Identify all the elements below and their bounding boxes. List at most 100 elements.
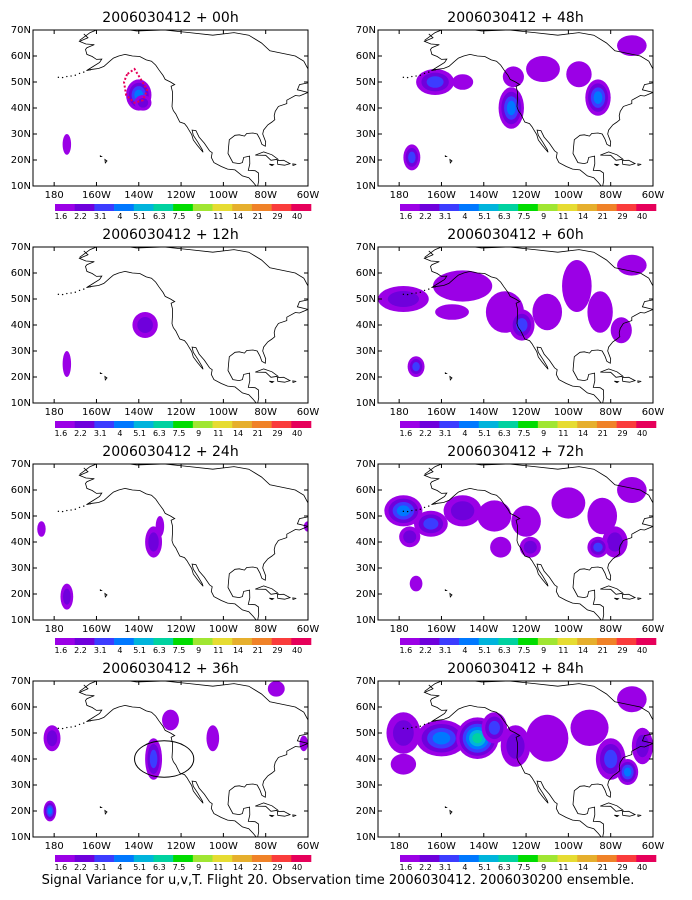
island [655, 77, 668, 91]
signal-contour [562, 260, 592, 312]
lat-label: 20N [356, 372, 376, 383]
map-panel-p00: 2006030412 + 00h 10N 20N 30N 40N 50N 60N 70N 180… [11, 10, 320, 221]
aleutian-island [57, 76, 60, 79]
colorbar-swatch [577, 638, 598, 645]
aleutian-island [66, 292, 68, 295]
colorbar-swatch [94, 204, 115, 211]
colorbar-label: 6.3 [153, 646, 166, 655]
colorbar-swatch [557, 638, 578, 645]
lon-label: 80W [254, 841, 277, 852]
colorbar-swatch [212, 855, 233, 862]
signal-contour [137, 98, 149, 108]
island [255, 151, 280, 161]
colorbar-swatch [419, 421, 440, 428]
panel-title: 2006030412 + 84h [447, 661, 583, 677]
aleutian-island [423, 289, 426, 292]
colorbar-label: 3.1 [94, 429, 107, 438]
island [600, 585, 625, 595]
colorbar-label: 9 [541, 429, 546, 438]
colorbar-swatch [616, 855, 637, 862]
lat-label: 60N [11, 702, 31, 713]
colorbar-label: 21 [253, 646, 263, 655]
colorbar-label: 6.3 [153, 429, 166, 438]
colorbar-label: 29 [272, 646, 282, 655]
lat-label: 30N [11, 780, 31, 791]
signal-contour [155, 516, 165, 537]
aleutian-island [89, 69, 91, 71]
colorbar-swatch [212, 421, 233, 428]
coastline-west [78, 33, 257, 186]
colorbar-swatch [212, 638, 233, 645]
lat-label: 20N [356, 155, 376, 166]
lon-label: 180 [45, 407, 64, 418]
aleutian-island [428, 505, 430, 507]
colorbar-label: 3.1 [439, 212, 452, 221]
aleutian-island [423, 506, 426, 509]
colorbar-label: 21 [253, 212, 263, 221]
island [600, 368, 625, 378]
colorbar-swatch [596, 204, 617, 211]
lon-label: 140W [124, 841, 153, 852]
map-frame [32, 680, 309, 838]
island [310, 511, 323, 525]
colorbar-swatch [74, 421, 95, 428]
aleutian-island [74, 74, 77, 76]
island [637, 597, 642, 601]
island [449, 592, 453, 598]
island [269, 380, 275, 384]
colorbar-swatch [400, 204, 420, 211]
lat-label: 70N [356, 676, 376, 687]
island [637, 814, 642, 818]
panel-title: 2006030412 + 48h [447, 10, 583, 26]
colorbar-label: 11 [558, 212, 568, 221]
lon-label: 140W [469, 190, 498, 201]
target-circle [134, 740, 195, 778]
aleutian-island [402, 727, 405, 730]
colorbar-swatch [251, 421, 272, 428]
lat-label: 70N [11, 676, 31, 687]
colorbar-swatch [596, 638, 617, 645]
lat-label: 70N [11, 459, 31, 470]
colorbar-label: 5.1 [478, 429, 491, 438]
colorbar-swatch [212, 204, 233, 211]
lat-label: 70N [356, 459, 376, 470]
colorbar-label: 1.6 [54, 212, 67, 221]
colorbar-label: 14 [578, 646, 588, 655]
lon-label: 180 [390, 190, 409, 201]
colorbar-swatch [74, 638, 95, 645]
panel-title: 2006030412 + 36h [102, 661, 238, 677]
signal-contour [433, 270, 493, 302]
signal-contour [162, 709, 179, 731]
island [255, 585, 280, 595]
colorbar-label: 9 [196, 646, 201, 655]
colorbar-label: 7.5 [518, 646, 531, 655]
aleutian-island [406, 76, 409, 79]
colorbar-label: 5.1 [133, 646, 146, 655]
colorbar-label: 11 [213, 646, 223, 655]
lat-label: 20N [11, 155, 31, 166]
island [444, 589, 448, 591]
colorbar-label: 5.1 [133, 429, 146, 438]
colorbar-swatch [153, 638, 174, 645]
lon-label: 100W [554, 624, 583, 635]
island [621, 593, 637, 600]
aleutian-island [66, 726, 68, 729]
island [99, 589, 103, 591]
colorbar-label: 29 [272, 863, 282, 872]
lat-label: 50N [11, 77, 31, 88]
coastline-east [79, 247, 308, 403]
map-panel-p72: 2006030412 + 72h 10N 20N 30N 40N 50N 60N 70N 180… [356, 444, 665, 655]
colorbar-swatch [478, 638, 499, 645]
lon-label: 60W [642, 190, 665, 201]
colorbar-label: 7.5 [518, 429, 531, 438]
lon-label: 120W [167, 407, 196, 418]
lon-label: 100W [209, 624, 238, 635]
lon-label: 60W [297, 190, 320, 201]
aleutian-island [78, 72, 81, 75]
lon-label: 160W [427, 190, 456, 201]
map-frame [32, 246, 309, 404]
aleutian-island [83, 722, 85, 724]
map-panel-p48: 2006030412 + 48h 10N 20N 30N 40N 50N 60N 70N 180… [356, 10, 668, 221]
colorbar-label: 11 [558, 429, 568, 438]
colorbar-label: 11 [558, 646, 568, 655]
